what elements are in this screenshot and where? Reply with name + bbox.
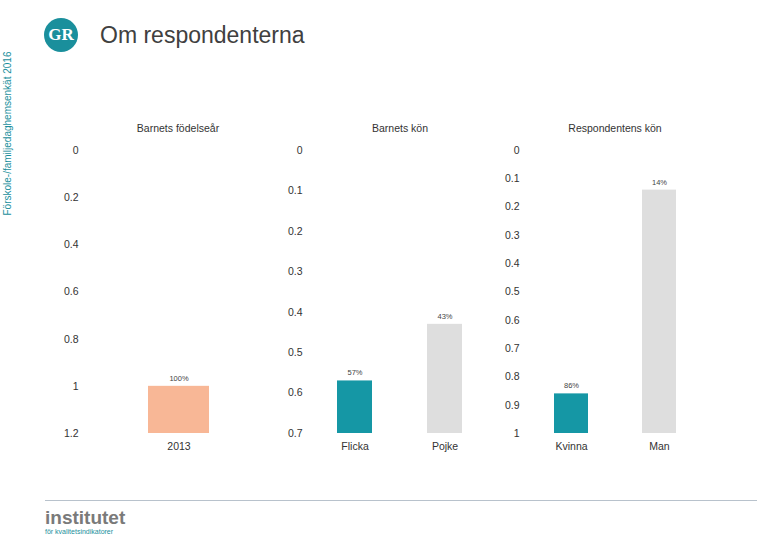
svg-text:0.2: 0.2	[64, 191, 79, 203]
svg-text:0.6: 0.6	[505, 314, 520, 326]
svg-text:Flicka: Flicka	[341, 440, 369, 452]
svg-text:57%: 57%	[347, 368, 362, 377]
svg-text:0: 0	[297, 144, 303, 156]
svg-text:0.2: 0.2	[505, 200, 520, 212]
html-text:Barnets kön: Barnets kön	[372, 122, 428, 134]
svg-text:Pojke: Pojke	[432, 440, 458, 452]
svg-text:Man: Man	[649, 440, 670, 452]
svg-text:0.5: 0.5	[505, 285, 520, 297]
svg-text:100%: 100%	[169, 374, 189, 383]
svg-text:43%: 43%	[437, 312, 452, 321]
html-text:Förskole-/familjedaghemsenkät: Förskole-/familjedaghemsenkät 2016	[1, 51, 13, 216]
svg-text:0.9: 0.9	[505, 399, 520, 411]
svg-text:0.7: 0.7	[505, 342, 520, 354]
html-text:Respondentens kön: Respondentens kön	[568, 122, 662, 134]
svg-text:1: 1	[73, 380, 79, 392]
svg-text:0: 0	[514, 144, 520, 156]
svg-text:Kvinna: Kvinna	[555, 440, 587, 452]
html-text:institutet: institutet	[45, 507, 126, 528]
svg-text:0.6: 0.6	[64, 285, 79, 297]
svg-text:0.4: 0.4	[64, 238, 79, 250]
svg-text:0.1: 0.1	[288, 184, 303, 196]
svg-text:0.3: 0.3	[505, 229, 520, 241]
svg-text:0.8: 0.8	[64, 333, 79, 345]
html-text:för kvalitetsindikatorer: för kvalitetsindikatorer	[45, 528, 114, 535]
svg-text:0: 0	[73, 144, 79, 156]
svg-text:0.3: 0.3	[288, 265, 303, 277]
svg-text:0.8: 0.8	[505, 370, 520, 382]
svg-text:0.2: 0.2	[288, 225, 303, 237]
svg-text:1: 1	[514, 427, 520, 439]
svg-text:0.4: 0.4	[288, 306, 303, 318]
svg-text:0.5: 0.5	[288, 346, 303, 358]
svg-text:0.4: 0.4	[505, 257, 520, 269]
svg-text:1.2: 1.2	[64, 427, 79, 439]
svg-text:0.1: 0.1	[505, 172, 520, 184]
svg-text:2013: 2013	[167, 440, 191, 452]
html-text:Om respondenterna: Om respondenterna	[100, 22, 305, 48]
svg-text:0.6: 0.6	[288, 386, 303, 398]
svg-text:14%: 14%	[652, 178, 667, 187]
svg-text:86%: 86%	[564, 381, 579, 390]
html-text:Barnets födelseår: Barnets födelseår	[136, 122, 220, 134]
html-text:GR: GR	[48, 25, 74, 44]
svg-text:0.7: 0.7	[288, 427, 303, 439]
